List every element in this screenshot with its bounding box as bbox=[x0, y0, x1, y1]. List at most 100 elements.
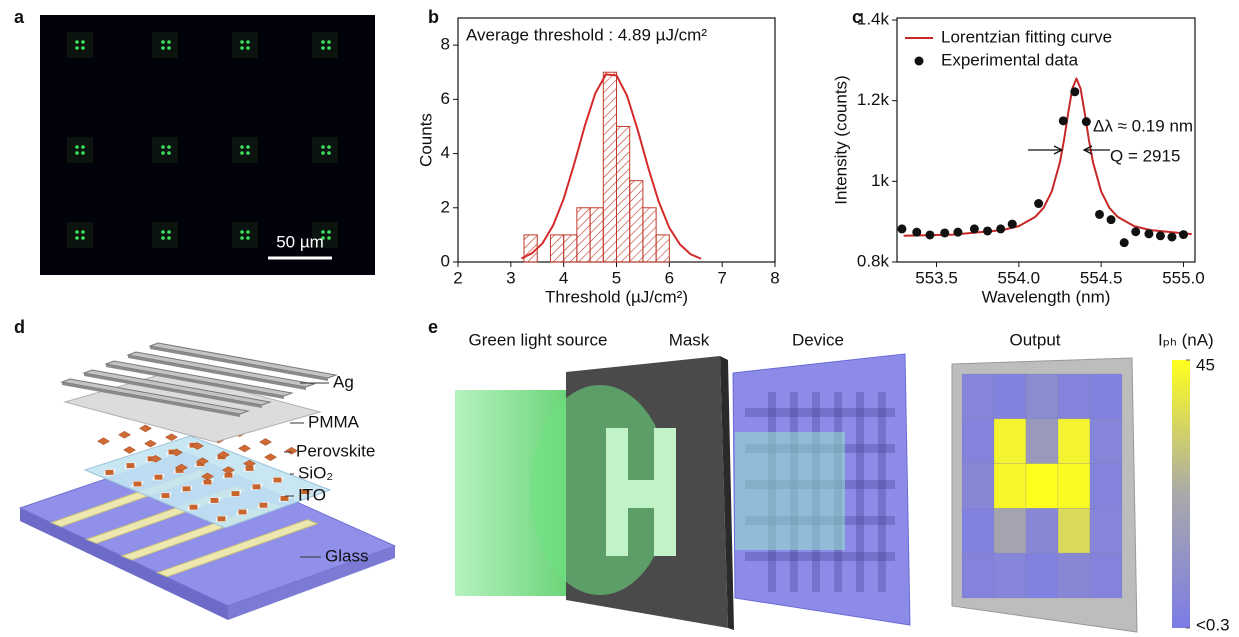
laser-spot bbox=[240, 230, 244, 234]
layer-label: Perovskite bbox=[296, 441, 375, 460]
bar bbox=[603, 72, 616, 262]
data-point bbox=[1070, 87, 1079, 96]
microcavity bbox=[67, 32, 93, 58]
data-point bbox=[1179, 230, 1188, 239]
heatmap-cell bbox=[1090, 374, 1122, 419]
y-tick-label: 4 bbox=[441, 143, 450, 162]
layer-label: Glass bbox=[325, 546, 368, 565]
annotation: Δλ ≈ 0.19 nm bbox=[1093, 116, 1193, 135]
mask-aperture bbox=[606, 428, 628, 556]
heatmap-cell bbox=[1058, 374, 1090, 419]
laser-spot bbox=[75, 230, 79, 234]
y-axis-label: Counts bbox=[416, 113, 435, 167]
microcavity bbox=[152, 222, 178, 248]
laser-spot bbox=[327, 145, 331, 149]
bar bbox=[643, 208, 656, 262]
microcavity bbox=[67, 137, 93, 163]
laser-spot bbox=[81, 151, 85, 155]
heatmap-cell bbox=[1058, 464, 1090, 509]
stage-label: Green light source bbox=[469, 330, 608, 349]
laser-spot bbox=[81, 40, 85, 44]
x-tick-label: 554.5 bbox=[1080, 268, 1123, 287]
data-point bbox=[1167, 232, 1176, 241]
bar bbox=[550, 235, 563, 262]
laser-spot bbox=[75, 46, 79, 50]
microcavity bbox=[312, 137, 338, 163]
data-point bbox=[1156, 231, 1165, 240]
perovskite-crystal bbox=[162, 493, 170, 498]
bar bbox=[590, 208, 603, 262]
perovskite-crystal bbox=[127, 463, 135, 468]
laser-spot bbox=[75, 236, 79, 240]
colorbar bbox=[1172, 360, 1190, 628]
laser-spot bbox=[167, 145, 171, 149]
legend-marker bbox=[915, 57, 924, 66]
heatmap-cell bbox=[994, 374, 1026, 419]
microcavity bbox=[152, 137, 178, 163]
x-tick-label: 554.0 bbox=[998, 268, 1041, 287]
panel-label: b bbox=[428, 7, 439, 27]
x-tick-label: 553.5 bbox=[915, 268, 958, 287]
mask-aperture bbox=[654, 428, 676, 556]
laser-spot bbox=[240, 151, 244, 155]
legend-label: Lorentzian fitting curve bbox=[941, 27, 1112, 46]
data-point bbox=[1107, 215, 1116, 224]
data-point bbox=[912, 228, 921, 237]
perovskite-crystal bbox=[239, 510, 247, 515]
laser-spot bbox=[240, 40, 244, 44]
laser-spot bbox=[81, 145, 85, 149]
perovskite-crystal bbox=[145, 440, 157, 447]
stage-label: Mask bbox=[669, 330, 710, 349]
laser-spot bbox=[167, 151, 171, 155]
perovskite-crystal bbox=[260, 439, 272, 446]
figure: abcde50 µm234567802468Threshold (µJ/cm²)… bbox=[0, 0, 1239, 637]
layer-label: PMMA bbox=[308, 412, 360, 431]
x-tick-label: 6 bbox=[665, 268, 674, 287]
microcavity bbox=[232, 222, 258, 248]
y-tick-label: 6 bbox=[441, 89, 450, 108]
data-point bbox=[996, 224, 1005, 233]
laser-spot bbox=[246, 40, 250, 44]
microcavity bbox=[232, 137, 258, 163]
bar bbox=[564, 235, 577, 262]
electrode-column bbox=[878, 392, 886, 592]
colorbar-label: Iₚₕ (nA) bbox=[1158, 330, 1214, 349]
colorbar-tick-label: 45 bbox=[1196, 355, 1215, 374]
laser-spot bbox=[246, 151, 250, 155]
laser-spot bbox=[161, 145, 165, 149]
heatmap-cell bbox=[1090, 464, 1122, 509]
laser-spot bbox=[81, 46, 85, 50]
laser-spot bbox=[240, 236, 244, 240]
data-point bbox=[1034, 199, 1043, 208]
data-point bbox=[1059, 116, 1068, 125]
mask-aperture bbox=[628, 480, 654, 508]
data-point bbox=[983, 226, 992, 235]
y-tick-label: 8 bbox=[441, 35, 450, 54]
stage-label: Device bbox=[792, 330, 844, 349]
x-tick-label: 5 bbox=[612, 268, 621, 287]
bar bbox=[577, 208, 590, 262]
y-tick-label: 1.4k bbox=[857, 10, 890, 29]
x-tick-label: 8 bbox=[770, 268, 779, 287]
x-tick-label: 4 bbox=[559, 268, 568, 287]
data-point bbox=[1144, 229, 1153, 238]
heatmap-cell bbox=[1026, 508, 1058, 553]
bar bbox=[656, 235, 669, 262]
x-tick-label: 555.0 bbox=[1162, 268, 1205, 287]
heatmap-cell bbox=[994, 464, 1026, 509]
laser-spot bbox=[321, 40, 325, 44]
x-tick-label: 7 bbox=[717, 268, 726, 287]
heatmap-cell bbox=[994, 553, 1026, 598]
panel-label: d bbox=[14, 317, 25, 337]
transmitted-beam bbox=[735, 432, 845, 550]
laser-spot bbox=[75, 40, 79, 44]
heatmap-cell bbox=[962, 464, 994, 509]
panel-label: a bbox=[14, 7, 25, 27]
heatmap-cell bbox=[994, 508, 1026, 553]
perovskite-crystal bbox=[155, 475, 163, 480]
perovskite-crystal bbox=[124, 447, 136, 454]
arrow bbox=[1028, 146, 1062, 154]
data-point bbox=[1095, 210, 1104, 219]
laser-spot bbox=[167, 40, 171, 44]
heatmap-cell bbox=[1058, 419, 1090, 464]
